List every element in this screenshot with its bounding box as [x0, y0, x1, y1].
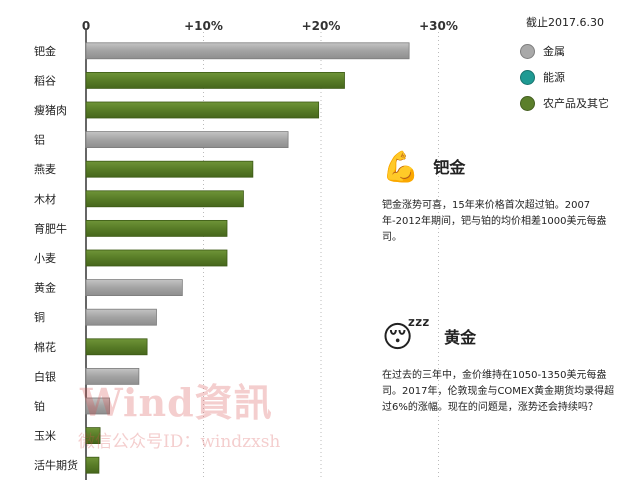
category-label: 铝	[34, 133, 45, 147]
sleeping-face-icon: 😴	[382, 320, 431, 355]
category-label: 稻谷	[34, 74, 56, 87]
gold-note-title: 黄金	[444, 328, 477, 347]
legend-swatch-agri	[520, 95, 535, 111]
gold-note: 😴 黄金 在过去的三年中，金价维持在1050-1350美元每盎司。2017年，伦…	[382, 320, 622, 416]
category-label: 棉花	[34, 340, 56, 354]
bar	[85, 249, 228, 267]
watermark-wechat-id: 微信公众号ID：windzxsh	[78, 432, 281, 452]
category-label: 黄金	[34, 281, 56, 295]
category-label: 玉米	[34, 430, 56, 443]
bar	[85, 338, 148, 356]
legend-label-energy: 能源	[543, 71, 565, 84]
bar	[85, 456, 100, 474]
category-label: 瘦猪肉	[34, 103, 67, 117]
bar	[85, 101, 320, 119]
bar	[85, 42, 410, 60]
bar	[85, 367, 140, 385]
bar	[85, 190, 244, 208]
category-label: 铂	[34, 399, 45, 413]
legend: 截止2017.6.30 金属 能源 农产品及其它	[520, 14, 609, 118]
category-label: 小麦	[34, 252, 56, 265]
bar	[85, 219, 228, 237]
bar	[85, 397, 110, 415]
x-tick-label: 0	[82, 19, 90, 33]
category-label: 育肥牛	[34, 221, 67, 235]
x-tick-label: +10%	[184, 19, 223, 33]
legend-swatch-energy	[520, 69, 535, 85]
bar	[85, 427, 101, 445]
palladium-note-title: 钯金	[433, 158, 466, 177]
x-tick-label: +30%	[419, 19, 458, 33]
category-label: 木材	[34, 192, 56, 206]
category-label: 铜	[34, 310, 45, 324]
legend-swatch-metals	[520, 43, 535, 59]
watermark-logo: Wind資訊	[80, 380, 273, 425]
x-tick-label: +20%	[302, 19, 341, 33]
bar	[85, 131, 289, 149]
category-label: 燕麦	[34, 163, 56, 176]
bar	[85, 308, 157, 326]
bar	[85, 279, 183, 297]
category-label: 钯金	[34, 44, 56, 58]
palladium-note: 💪 钯金 钯金涨势可喜，15年来价格首次超过铂。2007年-2012年期间，钯与…	[382, 150, 622, 246]
legend-item-agri: 农产品及其它	[520, 92, 609, 114]
watermark: Wind資訊 微信公众号ID：windzxsh	[78, 372, 281, 452]
legend-date: 截止2017.6.30	[526, 16, 604, 29]
category-label: 活牛期货	[34, 458, 78, 472]
palladium-note-body: 钯金涨势可喜，15年来价格首次超过铂。2007年-2012年期间，钯与铂的均价相…	[382, 200, 607, 243]
legend-label-agri: 农产品及其它	[543, 97, 609, 110]
gold-note-body: 在过去的三年中，金价维持在1050-1350美元每盎司。2017年，伦敦现金与C…	[382, 370, 615, 413]
flexed-biceps-icon: 💪	[382, 150, 420, 185]
legend-item-metals: 金属	[520, 40, 609, 62]
legend-item-energy: 能源	[520, 66, 609, 88]
bar	[85, 160, 254, 178]
category-label: 白银	[34, 369, 56, 383]
bar	[85, 72, 345, 89]
legend-label-metals: 金属	[543, 45, 565, 58]
